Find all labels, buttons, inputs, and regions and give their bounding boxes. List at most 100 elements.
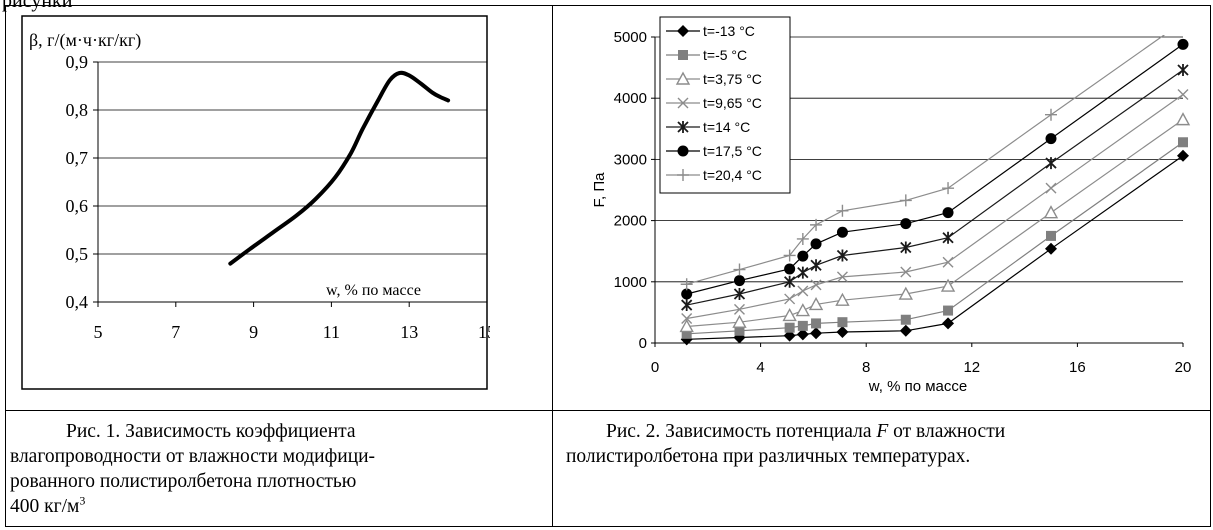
chart-2-x-tick-label: 4 xyxy=(756,359,764,376)
chart-2-data-point xyxy=(1045,182,1057,194)
chart-2-x-tick-label: 12 xyxy=(963,359,980,376)
caption-2-line-1: Рис. 2. Зависимость потенциала F от влаж… xyxy=(566,419,1206,444)
caption-1-line-4-text: 400 кг/м xyxy=(10,496,80,517)
chart-2-data-point xyxy=(733,303,745,315)
chart-2-data-point xyxy=(810,279,822,291)
figure-table xyxy=(5,5,1211,527)
chart-2-series-6 xyxy=(680,16,1189,291)
chart-2-x-tick-label: 16 xyxy=(1069,359,1086,376)
chart-1-y-tick-label: 0,6 xyxy=(66,196,89,216)
chart-2-data-point xyxy=(732,314,747,328)
chart-2-data-point xyxy=(1178,137,1188,148)
cropped-text-strip: рисунки xyxy=(0,0,1213,14)
chart-2-data-point xyxy=(811,318,822,329)
chart-2-data-point xyxy=(942,317,955,330)
chart-2-data-point xyxy=(1045,133,1057,145)
chart-2-data-point xyxy=(783,249,796,262)
chart-2-series-2 xyxy=(679,112,1191,333)
figure-2-caption: Рис. 2. Зависимость потенциала F от влаж… xyxy=(566,419,1206,469)
chart-2-data-point xyxy=(733,288,746,301)
chart-2-legend-label: t=-13 °C xyxy=(703,23,755,39)
chart-2-data-point xyxy=(1046,230,1056,241)
chart-2-data-point xyxy=(810,327,823,340)
chart-2-ylabel: F, Па xyxy=(591,172,608,208)
chart-1-x-tick-label: 11 xyxy=(323,322,340,342)
chart-2-data-point xyxy=(836,271,848,283)
table-divider-horizontal xyxy=(5,410,1210,411)
chart-2-legend-label: t=3,75 °C xyxy=(703,71,762,87)
chart-1-x-tick-label: 7 xyxy=(171,322,180,342)
caption-2-variable: F xyxy=(876,421,889,442)
chart-2-data-point xyxy=(796,232,809,245)
chart-2-data-point xyxy=(797,250,809,262)
chart-2-data-point xyxy=(734,325,745,336)
chart-2-y-tick-label: 2000 xyxy=(614,213,647,230)
chart-2-legend-label: t=20,4 °C xyxy=(703,167,762,183)
chart-2-data-point xyxy=(836,226,848,238)
chart-2-data-point xyxy=(1177,64,1189,77)
chart-2-data-point xyxy=(836,325,849,338)
chart-2-data-point xyxy=(900,218,912,230)
chart-2-data-point xyxy=(943,305,954,316)
chart-2-data-point xyxy=(681,313,693,325)
chart-1-y-tick-label: 0,9 xyxy=(66,52,89,72)
caption-1-line-3: рованного полистиролбетона плотностью xyxy=(10,471,357,492)
chart-2-data-point xyxy=(837,317,848,328)
chart-2-data-point xyxy=(782,307,797,322)
chart-2-data-point xyxy=(898,286,913,300)
chart-2-legend-marker xyxy=(677,25,689,37)
chart-2-data-point xyxy=(680,278,693,291)
chart-2-data-point xyxy=(942,256,954,268)
chart-2-data-point xyxy=(797,320,808,331)
chart-2-legend-label: t=9,65 °C xyxy=(703,95,762,111)
chart-2-data-point xyxy=(795,303,811,317)
chart-2-data-point xyxy=(835,292,850,306)
chart-1-y-tick-label: 0,7 xyxy=(66,148,89,168)
chart-2-data-point xyxy=(1177,149,1189,162)
chart-2-series-3 xyxy=(681,89,1189,325)
chart-2-legend-marker xyxy=(678,50,688,60)
chart-2-x-tick-label: 20 xyxy=(1175,359,1192,376)
chart-2-data-point xyxy=(836,249,849,262)
chart-2-data-point xyxy=(836,204,849,217)
chart-2-legend-marker xyxy=(677,121,689,133)
chart-2-data-point xyxy=(797,266,809,279)
chart-2-legend-marker xyxy=(677,145,689,157)
chart-2-data-point xyxy=(797,285,809,297)
chart-2-data-point xyxy=(1045,157,1057,170)
chart-2-legend-marker xyxy=(677,97,689,109)
chart-2-data-point xyxy=(899,324,912,337)
chart-2-data-point xyxy=(679,319,694,333)
chart-2-legend-label: t=17,5 °C xyxy=(703,143,762,159)
chart-1-x-tick-label: 13 xyxy=(400,322,418,342)
caption-1-superscript: 3 xyxy=(79,493,86,508)
chart-2-series-line xyxy=(686,155,1184,340)
chart-2-data-point xyxy=(681,299,693,312)
chart-2-data-point xyxy=(1043,205,1059,219)
chart-1-xlabel: w, % по массе xyxy=(326,282,421,299)
chart-2-series-line xyxy=(686,119,1184,328)
chart-1-series-line xyxy=(228,70,451,266)
table-divider-vertical xyxy=(552,5,553,526)
chart-1-x-tick-label: 5 xyxy=(94,322,103,342)
chart-2-data-point xyxy=(810,218,823,231)
chart-2-legend-marker xyxy=(675,71,691,85)
chart-2-data-point xyxy=(1175,112,1191,126)
chart-2-data-point xyxy=(1177,16,1189,28)
chart-2-legend-label: t=14 °C xyxy=(703,119,750,135)
chart-1-frame xyxy=(21,15,488,390)
chart-2-data-point xyxy=(784,263,796,275)
chart-2-series-line xyxy=(686,69,1184,306)
chart-1-x-tick-label: 15 xyxy=(478,322,490,342)
chart-2-y-tick-label: 3000 xyxy=(614,151,647,168)
chart-2-data-point xyxy=(733,275,745,287)
chart-1-y-tick-label: 0,5 xyxy=(66,244,89,264)
chart-2-data-point xyxy=(810,259,822,272)
cropped-text: рисунки xyxy=(2,0,73,12)
chart-2-data-point xyxy=(784,293,796,305)
chart-1-y-tick-label: 0,4 xyxy=(66,292,89,312)
caption-2-line-2: полистиролбетона при различных температу… xyxy=(566,446,971,467)
chart-1-ylabel: β, г/(м·ч·кг/кг) xyxy=(29,30,141,51)
chart-2-series-line xyxy=(686,94,1184,320)
chart-2-data-point xyxy=(1177,89,1189,101)
